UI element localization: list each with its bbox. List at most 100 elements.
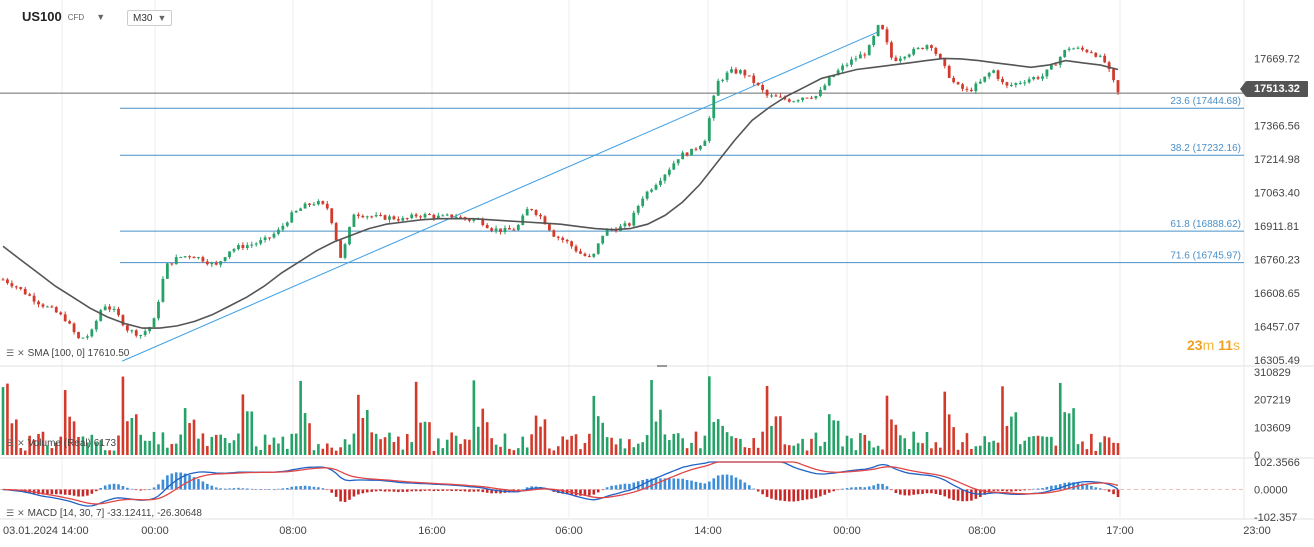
volume-bar <box>503 433 507 455</box>
candle-body <box>1116 80 1120 93</box>
candle-body <box>965 88 969 90</box>
volume-bar <box>987 442 991 455</box>
volume-bar <box>68 416 71 455</box>
menu-icon[interactable]: ☰ <box>6 348 14 358</box>
candle-body <box>281 225 285 230</box>
volume-bar <box>1010 416 1013 455</box>
macd-legend[interactable]: ☰ ✕ MACD [14, 30, 7] -33.12411, -26.3064… <box>6 508 202 519</box>
sma-label: SMA [100, 0] 17610.50 <box>27 348 130 359</box>
macd-histogram-bar <box>46 489 49 495</box>
macd-histogram-bar <box>428 489 431 491</box>
close-icon[interactable]: ✕ <box>17 438 24 448</box>
candle-body <box>410 214 414 219</box>
candle-body <box>108 306 112 310</box>
volume-bar <box>46 445 49 455</box>
candle-body <box>690 148 693 156</box>
candle-body <box>396 219 400 221</box>
candle-body <box>676 159 680 164</box>
close-icon[interactable]: ✕ <box>17 508 24 518</box>
macd-histogram-bar <box>463 489 467 492</box>
volume-bar <box>1094 450 1098 455</box>
volume-bar <box>1050 436 1053 455</box>
candle-body <box>277 229 280 234</box>
candle-body <box>192 256 196 259</box>
volume-bar <box>921 443 924 455</box>
volume-legend[interactable]: ☰ ✕ Volume (Real) 6173 <box>6 438 116 449</box>
candle-body <box>543 216 547 225</box>
candle-body <box>436 215 440 219</box>
candle-body <box>290 212 294 223</box>
candle-body <box>530 209 534 211</box>
menu-icon[interactable]: ☰ <box>6 508 14 518</box>
volume-bar <box>1014 412 1018 455</box>
macd-histogram-bar <box>183 473 187 490</box>
sma-legend[interactable]: ☰ ✕ SMA [100, 0] 17610.50 <box>6 348 129 359</box>
macd-histogram-bar <box>343 489 347 503</box>
volume-bar <box>86 442 89 455</box>
candle-body <box>561 237 565 240</box>
volume-bar <box>699 448 702 455</box>
symbol-selector[interactable]: US100 CFD ▼ <box>22 9 105 24</box>
volume-bar <box>859 433 862 455</box>
volume-bar <box>668 440 671 455</box>
volume-bar <box>1085 449 1089 455</box>
volume-bar <box>1090 433 1093 455</box>
candle-body <box>516 225 520 231</box>
candle-body <box>645 191 649 199</box>
macd-histogram-bar <box>459 489 462 492</box>
volume-bar <box>485 422 489 455</box>
volume-bar <box>734 438 738 455</box>
candle-body <box>472 219 476 221</box>
chevron-down-icon[interactable]: ▼ <box>96 11 106 22</box>
candle-body <box>197 257 200 259</box>
volume-bar <box>1036 435 1040 455</box>
candle-body <box>978 81 982 84</box>
macd-histogram-bar <box>610 485 613 490</box>
macd-histogram-bar <box>845 488 849 490</box>
volume-bar <box>525 447 529 455</box>
close-icon[interactable]: ✕ <box>17 348 24 358</box>
volume-bar <box>63 390 67 455</box>
macd-histogram-bar <box>792 489 796 502</box>
volume-bar <box>685 448 689 455</box>
volume-bar <box>588 433 591 455</box>
candle-body <box>752 75 756 83</box>
volume-bar <box>445 439 449 455</box>
candle-body <box>810 97 813 99</box>
candle-body <box>1081 47 1084 50</box>
macd-histogram-bar <box>827 489 831 493</box>
macd-y-tick-label: -102.357 <box>1254 512 1297 524</box>
menu-icon[interactable]: ☰ <box>6 438 14 448</box>
macd-histogram-group <box>1 472 1120 503</box>
candle-body <box>970 89 973 92</box>
volume-bar <box>325 443 329 455</box>
volume-bar <box>614 444 618 455</box>
volume-bar <box>37 433 40 455</box>
macd-histogram-bar <box>330 489 334 493</box>
volume-bar <box>441 448 445 455</box>
volume-bar <box>716 419 720 455</box>
candle-body <box>583 253 587 256</box>
candle-body <box>681 152 685 160</box>
candle-body <box>627 223 631 226</box>
macd-histogram-bar <box>730 475 733 490</box>
countdown-minutes: 23 <box>1187 337 1203 353</box>
macd-histogram-bar <box>841 488 844 490</box>
chevron-down-icon[interactable]: ▼ <box>157 13 167 23</box>
volume-bar <box>952 427 955 455</box>
macd-histogram-bar <box>592 489 596 495</box>
volume-bar <box>654 421 658 455</box>
volume-bar <box>703 435 707 455</box>
candle-body <box>10 283 14 287</box>
macd-histogram-bar <box>348 489 351 500</box>
candle-body <box>898 58 902 61</box>
interval-selector[interactable]: M30 ▼ <box>127 10 173 26</box>
volume-bar <box>1081 441 1084 455</box>
macd-histogram-bar <box>281 488 285 490</box>
volume-bar <box>352 433 356 455</box>
macd-histogram-bar <box>170 473 174 490</box>
macd-histogram-bar <box>325 489 329 491</box>
macd-histogram-bar <box>668 478 671 490</box>
